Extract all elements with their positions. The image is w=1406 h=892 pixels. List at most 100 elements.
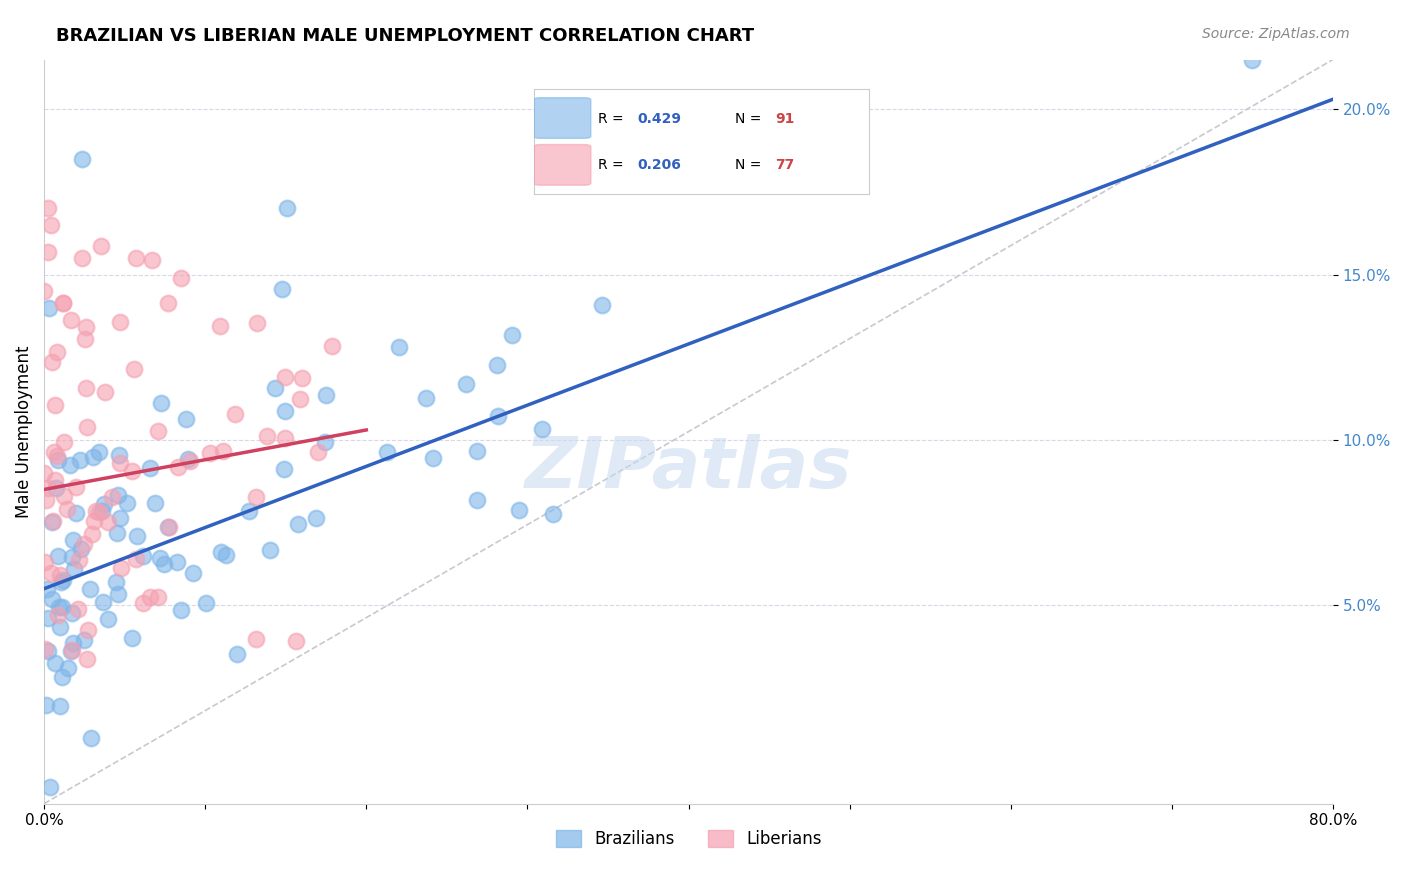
Point — [37, 644, 59, 658]
Point — [107, 525, 129, 540]
Point — [45, 481, 67, 495]
Point — [132, 596, 155, 610]
Point — [141, 253, 163, 268]
Point — [422, 451, 444, 466]
Point — [273, 462, 295, 476]
Point — [224, 407, 246, 421]
Point — [65, 506, 87, 520]
Point — [39, 566, 62, 580]
Point — [174, 411, 197, 425]
Point — [274, 369, 297, 384]
Point — [75, 319, 97, 334]
Point — [41, 355, 63, 369]
Point — [46, 608, 69, 623]
Point — [146, 424, 169, 438]
Point — [67, 552, 90, 566]
Point — [49, 620, 72, 634]
Point — [208, 318, 231, 333]
Point — [42, 514, 65, 528]
Point — [284, 634, 307, 648]
Point — [465, 444, 488, 458]
Point — [264, 381, 287, 395]
Point — [59, 458, 82, 472]
Point — [89, 506, 111, 520]
Point — [179, 454, 201, 468]
Point — [149, 396, 172, 410]
Point — [146, 591, 169, 605]
Point — [97, 612, 120, 626]
Point — [121, 464, 143, 478]
Point — [170, 271, 193, 285]
Point — [307, 444, 329, 458]
Point — [76, 652, 98, 666]
Point — [34, 466, 56, 480]
Point — [62, 636, 84, 650]
Point — [62, 533, 84, 548]
Point — [91, 595, 114, 609]
Point — [60, 607, 83, 621]
Point — [108, 315, 131, 329]
Point — [37, 610, 59, 624]
Point — [501, 327, 523, 342]
Point — [121, 631, 143, 645]
Point — [44, 473, 66, 487]
Point — [456, 377, 478, 392]
Point — [166, 555, 188, 569]
Point — [82, 450, 104, 464]
Point — [70, 152, 93, 166]
Point — [226, 647, 249, 661]
Point — [60, 549, 83, 564]
Point — [508, 502, 530, 516]
Point — [37, 244, 59, 259]
Point — [35, 582, 58, 596]
Point — [34, 555, 56, 569]
Point — [34, 642, 56, 657]
Point — [1241, 53, 1264, 67]
Point — [238, 504, 260, 518]
Point — [49, 575, 72, 590]
Point — [245, 632, 267, 646]
Point — [117, 496, 139, 510]
Point — [125, 529, 148, 543]
Point — [105, 575, 128, 590]
Point — [76, 420, 98, 434]
Point — [52, 489, 75, 503]
Text: BRAZILIAN VS LIBERIAN MALE UNEMPLOYMENT CORRELATION CHART: BRAZILIAN VS LIBERIAN MALE UNEMPLOYMENT … — [56, 27, 755, 45]
Point — [214, 548, 236, 562]
Point — [591, 298, 613, 312]
Point — [107, 488, 129, 502]
Point — [110, 560, 132, 574]
Point — [125, 251, 148, 265]
Point — [60, 312, 83, 326]
Point — [132, 549, 155, 563]
Point — [45, 345, 67, 359]
Point — [156, 520, 179, 534]
Point — [51, 600, 73, 615]
Text: ZIPatlas: ZIPatlas — [524, 434, 852, 503]
Point — [288, 392, 311, 406]
Point — [35, 492, 58, 507]
Point — [59, 644, 82, 658]
Point — [110, 456, 132, 470]
Point — [287, 517, 309, 532]
Point — [44, 398, 66, 412]
Point — [49, 699, 72, 714]
Point — [63, 562, 86, 576]
Point — [65, 481, 87, 495]
Point — [41, 516, 63, 530]
Point — [34, 284, 56, 298]
Point — [276, 202, 298, 216]
Point — [70, 541, 93, 556]
Point — [125, 551, 148, 566]
Point — [91, 504, 114, 518]
Point — [52, 296, 75, 310]
Point — [157, 295, 180, 310]
Point — [39, 218, 62, 232]
Point — [80, 526, 103, 541]
Point — [75, 332, 97, 346]
Point — [73, 537, 96, 551]
Point — [245, 490, 267, 504]
Point — [321, 339, 343, 353]
Point — [73, 632, 96, 647]
Point — [55, 501, 77, 516]
